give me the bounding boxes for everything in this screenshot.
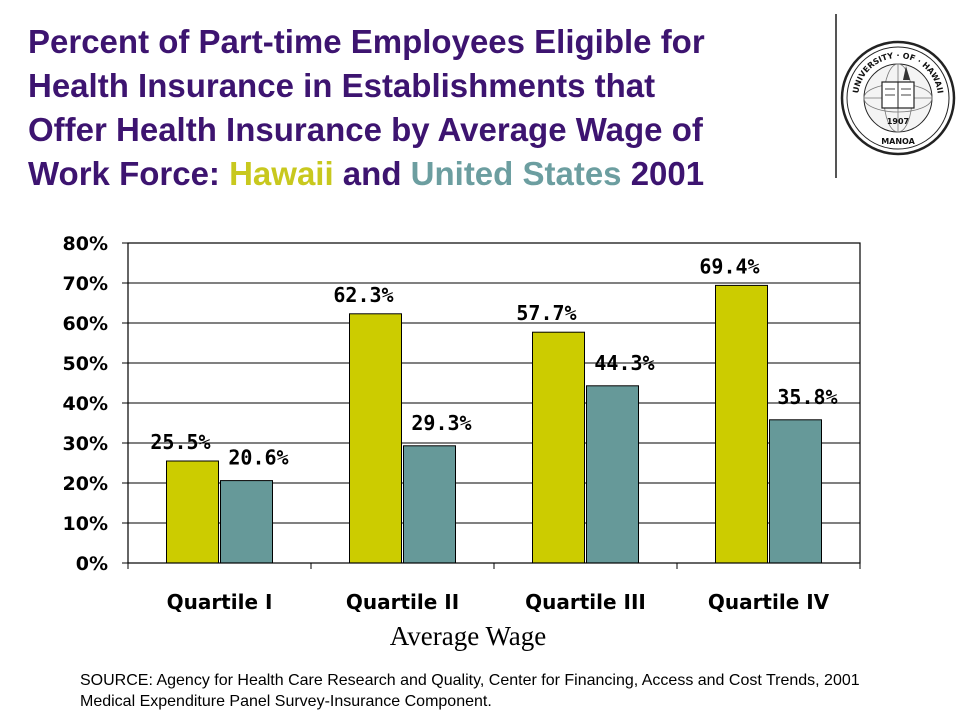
chart-title: Percent of Part-time Employees Eligible … [28,20,818,196]
bar-united-states [586,385,639,564]
x-category-label: Quartile I [167,590,273,614]
x-category-label: Quartile II [346,590,459,614]
bar-united-states [769,419,822,564]
data-label: 35.8% [777,385,837,409]
bar-hawaii [532,331,585,564]
bar-chart: 0%10%20%30%40%50%60%70%80% Quartile I Qua… [63,233,861,651]
title-united-states: United States [410,155,622,192]
y-tick-label: 0% [76,553,108,575]
title-hawaii: Hawaii [229,155,334,192]
data-label: 57.7% [516,301,576,325]
title-line-3: Offer Health Insurance by Average Wage o… [28,111,703,148]
bar-hawaii [715,284,768,564]
x-category-label: Quartile III [525,590,646,614]
y-tick-label: 50% [63,353,108,375]
plot-area-frame [122,242,861,569]
y-tick-label: 70% [63,273,108,295]
x-category-label: Quartile IV [708,590,830,614]
title-line-1: Percent of Part-time Employees Eligible … [28,23,705,60]
seal-bottom-text: MANOA [881,137,915,146]
chart-bars [166,284,822,564]
data-label: 20.6% [228,446,288,470]
y-axis-tick-labels: 0% 10% 20% 30% 40% 50% 60% 70% 80% [63,233,108,575]
y-tick-label: 20% [63,473,108,495]
title-and: and [333,155,411,192]
data-label: 29.3% [411,411,471,435]
x-axis-category-labels: Quartile I Quartile II Quartile III Quartil… [167,590,830,614]
x-axis-label: Average Wage [390,621,547,651]
data-label: 25.5% [150,430,210,454]
seal-year: 1907 [887,117,909,126]
bar-united-states [220,480,273,564]
bar-value-labels: 25.5% 20.6% 62.3% 29.3% 57.7% 44.3% 69.4% 35.8% [150,254,837,469]
bar-united-states [403,445,456,564]
data-label: 62.3% [333,283,393,307]
data-label: 69.4% [699,254,759,278]
university-seal-icon: UNIVERSITY · OF · HAWAII 1907 MANOA [840,40,956,156]
bar-hawaii [166,460,219,564]
title-line-4-prefix: Work Force: [28,155,230,192]
y-tick-label: 40% [63,393,108,415]
title-year: 2001 [621,155,705,192]
source-note: SOURCE: Agency for Health Care Research … [80,672,860,710]
title-divider [835,14,837,178]
title-line-2: Health Insurance in Establishments that [28,67,656,104]
bar-hawaii [349,313,402,564]
y-tick-label: 10% [63,513,108,535]
y-tick-label: 80% [63,233,108,255]
y-tick-label: 60% [63,313,108,335]
data-label: 44.3% [594,351,654,375]
y-tick-label: 30% [63,433,108,455]
